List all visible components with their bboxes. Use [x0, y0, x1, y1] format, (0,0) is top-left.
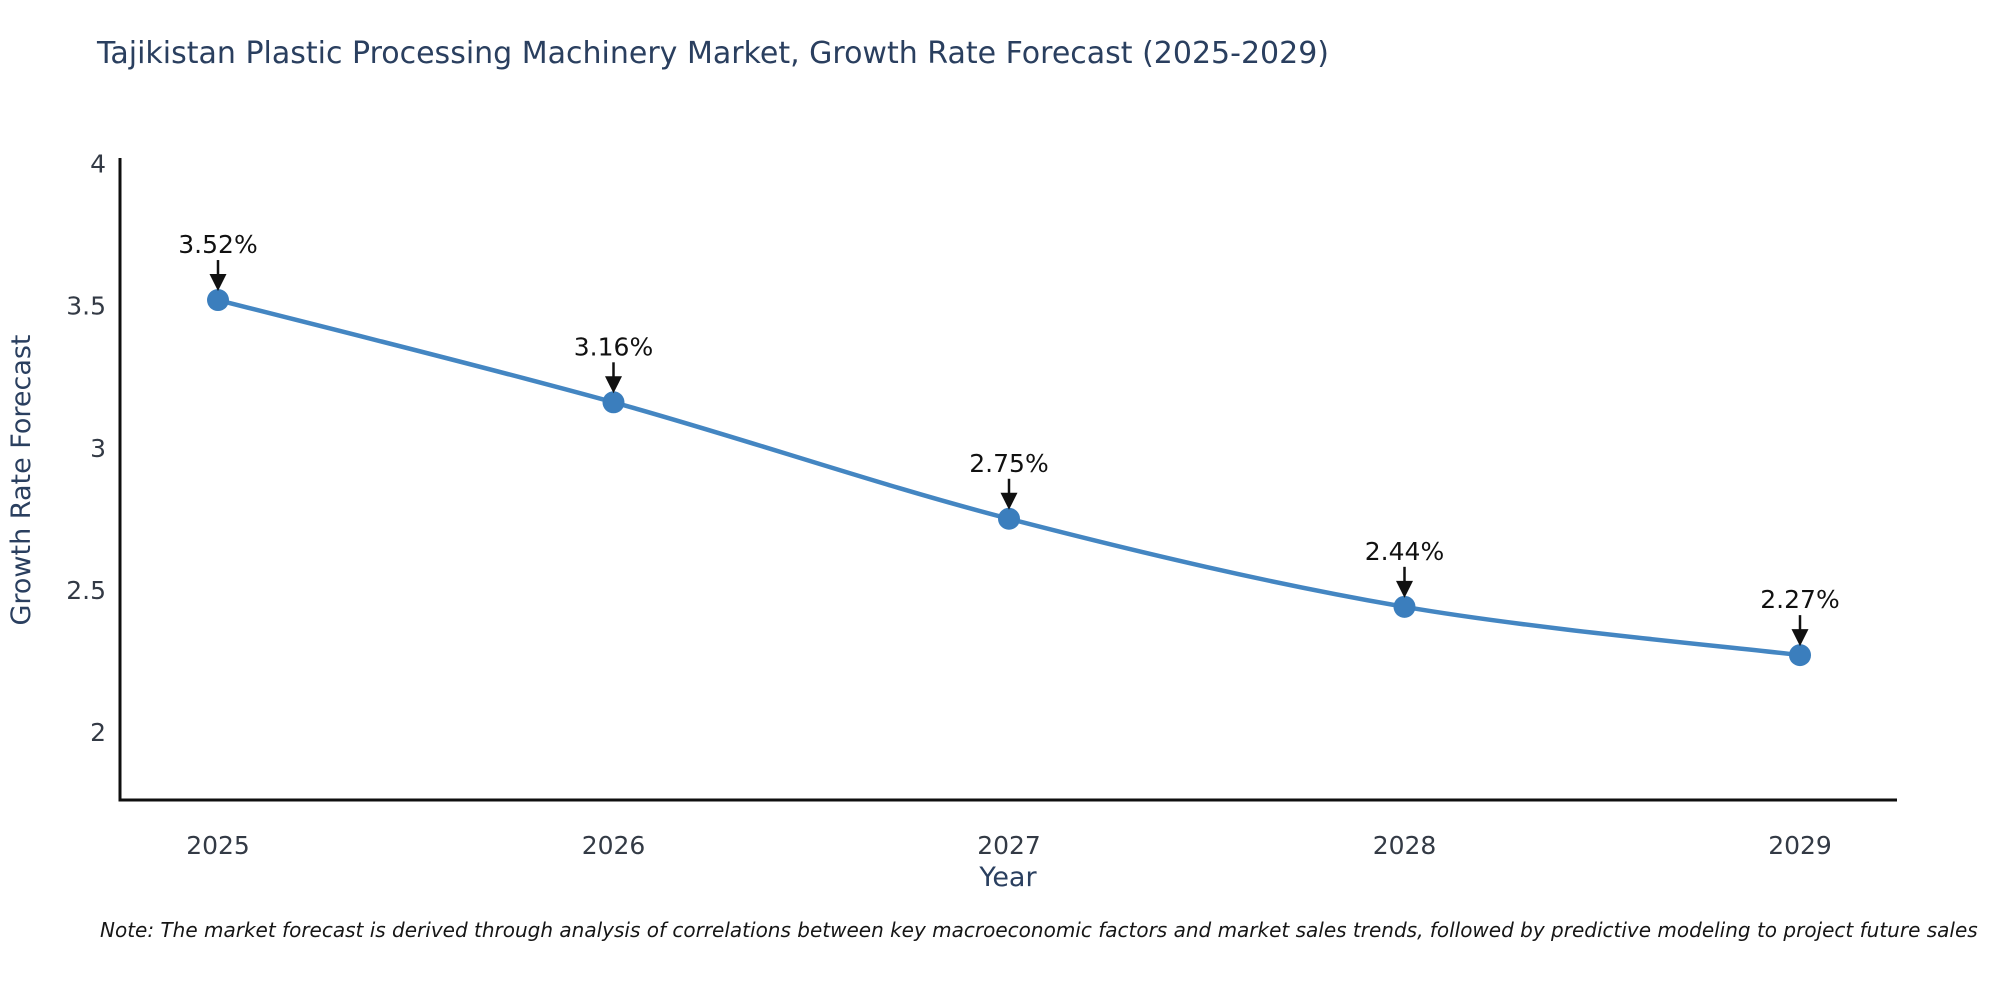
data-point-marker: [998, 507, 1020, 530]
annotation-label: 2.27%: [1760, 585, 1839, 614]
x-tick-label: 2028: [1373, 831, 1437, 860]
data-point-marker: [207, 289, 229, 312]
footnote: Note: The market forecast is derived thr…: [100, 918, 1978, 942]
data-point-marker: [1393, 595, 1416, 618]
x-tick-label: 2027: [977, 831, 1041, 860]
y-tick-label: 3.5: [66, 292, 106, 321]
x-tick-label: 2029: [1768, 831, 1832, 860]
annotation-label: 3.16%: [574, 332, 653, 361]
y-axis-title: Growth Rate Forecast: [6, 334, 37, 625]
y-tick-label: 2: [90, 718, 106, 747]
annotation-label: 2.75%: [969, 449, 1048, 478]
annotation-arrow-head: [209, 274, 227, 292]
chart-title: Tajikistan Plastic Processing Machinery …: [97, 36, 1330, 71]
y-tick-label: 3: [90, 434, 106, 463]
annotation-arrow-head: [1396, 580, 1413, 598]
y-tick-label: 2.5: [66, 576, 106, 605]
annotation-label: 3.52%: [178, 230, 257, 259]
annotation-arrow-head: [605, 376, 622, 394]
annotation-label: 2.44%: [1365, 537, 1444, 566]
annotation-arrow-head: [1000, 492, 1018, 510]
y-tick-label: 4: [90, 150, 106, 179]
data-point-marker: [602, 391, 625, 414]
annotation-arrow-head: [1791, 629, 1809, 647]
x-tick-label: 2026: [582, 831, 646, 860]
x-axis-title: Year: [978, 862, 1037, 893]
data-point-marker: [1789, 644, 1811, 667]
x-tick-label: 2025: [186, 831, 250, 860]
